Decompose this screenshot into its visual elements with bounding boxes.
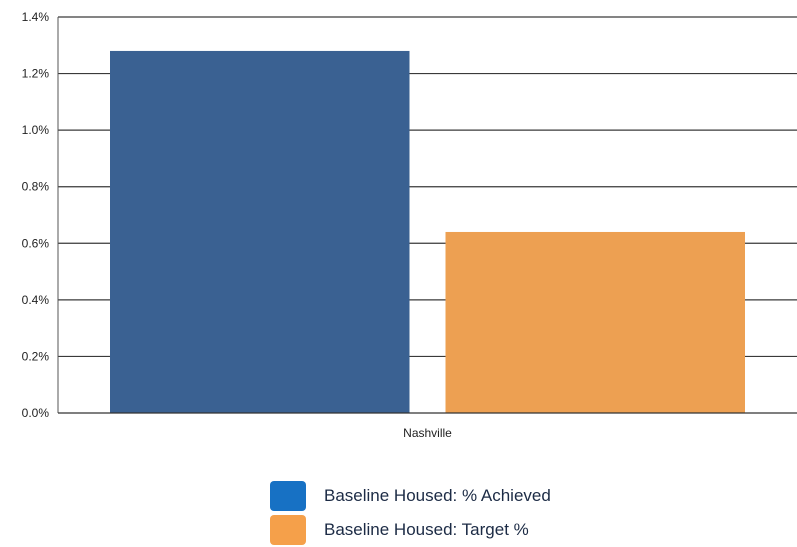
y-tick-label: 1.4% [22,10,50,24]
y-tick-label: 1.2% [22,67,50,81]
bars [110,50,745,413]
y-tick-label: 0.8% [22,180,50,194]
x-category-label: Nashville [403,426,452,440]
legend-label-achieved: Baseline Housed: % Achieved [324,486,551,505]
y-tick-label: 1.0% [22,123,50,137]
bar-achieved [110,50,410,413]
bar-target [445,231,745,413]
legend-swatch-achieved [270,481,306,511]
y-tick-label: 0.2% [22,349,50,363]
y-axis-tick-labels: 0.0% 0.2% 0.4% 0.6% 0.8% 1.0% 1.2% 1.4% [22,10,50,420]
bar-chart: 0.0% 0.2% 0.4% 0.6% 0.8% 1.0% 1.2% 1.4% Nashvil… [22,10,797,440]
legend-item-achieved: Baseline Housed: % Achieved [270,479,551,513]
y-tick-label: 0.4% [22,293,50,307]
legend-label-target: Baseline Housed: Target % [324,520,529,539]
y-tick-label: 0.0% [22,406,50,420]
x-axis-category-labels: Nashville [403,426,452,440]
y-tick-label: 0.6% [22,236,50,250]
legend-item-target: Baseline Housed: Target % [270,513,551,547]
legend-swatch-target [270,515,306,545]
legend: Baseline Housed: % Achieved Baseline Hou… [270,479,551,547]
